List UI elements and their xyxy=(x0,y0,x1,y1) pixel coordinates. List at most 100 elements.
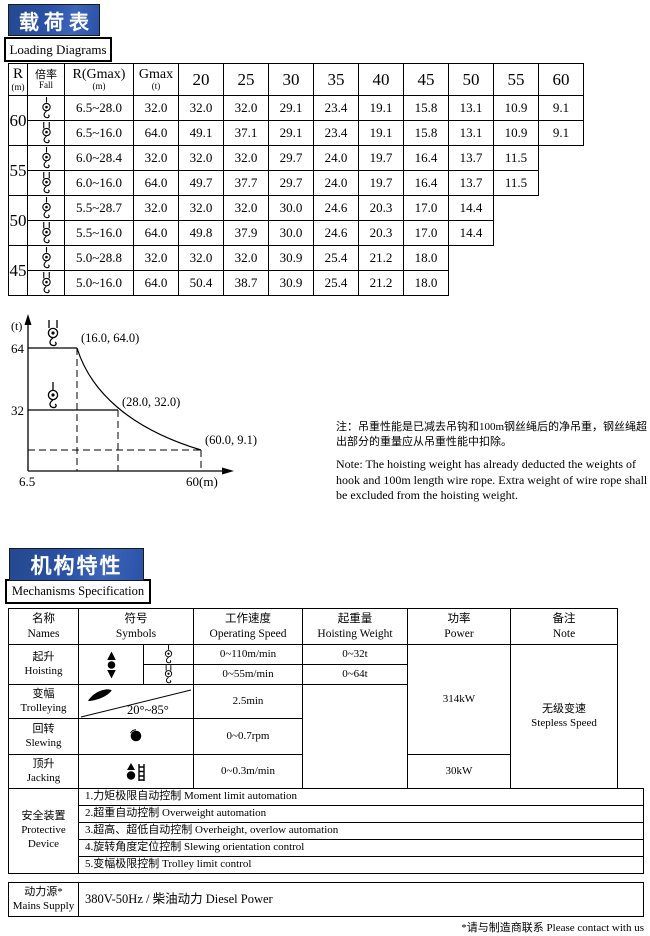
col-names: 名称 Names xyxy=(8,608,79,645)
load-value: 11.5 xyxy=(493,145,539,171)
col-speed: 工作速度 Operating Speed xyxy=(193,608,303,645)
load-value: 24.0 xyxy=(313,170,359,196)
jacking-symbol-cell xyxy=(78,754,194,789)
load-value: 19.1 xyxy=(358,95,404,121)
safety-name: 安全装置 Protective Device xyxy=(8,788,79,874)
load-value: 29.7 xyxy=(268,145,314,171)
mechanisms-table: 名称 Names 符号 Symbols 工作速度 Operating Speed 起重… xyxy=(8,608,618,789)
hoist-updown-arrow-icon xyxy=(106,651,116,678)
chart-tick-32: 32 xyxy=(11,403,24,418)
load-value: 16.4 xyxy=(403,170,449,196)
col-radius-40: 40 xyxy=(358,63,404,96)
power-main-cell: 314kW xyxy=(407,644,511,755)
col-radius-45: 45 xyxy=(403,63,449,96)
void-cell xyxy=(449,246,494,271)
jacking-name: 顶升 Jacking xyxy=(8,754,79,789)
load-value: 13.7 xyxy=(448,145,494,171)
fall-symbol-cell xyxy=(27,220,65,246)
hoisting-weight-notes: 注：吊重性能是已减去吊钩和100m钢丝绳后的净吊重，钢丝绳超出部分的重量应从吊重… xyxy=(336,420,648,503)
hoisting-double-fall-cell xyxy=(143,664,194,685)
col-rgmax: R(Gmax) (m) xyxy=(64,63,134,96)
safety-row-4: 4.旋转角度定位控制 Slewing orientation control xyxy=(9,839,644,857)
void-cell xyxy=(494,246,539,271)
load-value: 32.0 xyxy=(178,95,224,121)
load-value: 14.4 xyxy=(448,220,494,246)
void-cell xyxy=(539,271,584,296)
svg-text:20°~85°: 20°~85° xyxy=(127,703,169,717)
single-fall-hook-icon xyxy=(41,247,51,269)
fall-symbol-cell xyxy=(27,95,65,121)
hoisting-weight-2: 0~64t xyxy=(302,664,408,685)
chart-tick-64: 64 xyxy=(11,341,25,356)
col-radius-35: 35 xyxy=(313,63,359,96)
gmax-value: 64.0 xyxy=(133,270,179,296)
load-value: 32.0 xyxy=(223,95,269,121)
jacking-power: 30kW xyxy=(407,754,511,789)
load-value: 13.7 xyxy=(448,170,494,196)
note-cell: 无级变速 Stepless Speed xyxy=(510,644,618,789)
y-axis-arrow-icon xyxy=(24,314,32,325)
void-cell xyxy=(539,246,584,271)
hoisting-symbol-cell xyxy=(78,644,144,685)
loading-table: R (m) 倍率 Fall R(Gmax) (m) Gmax (t) 20 25 30 35 40 45 5… xyxy=(8,63,584,296)
load-value: 15.8 xyxy=(403,120,449,146)
mains-table: 动力源* Mains Supply 380V-50Hz / 柴油动力 Diesel… xyxy=(8,882,644,917)
radius-label: 55 xyxy=(8,145,28,196)
jacking-speed: 0~0.3m/min xyxy=(193,754,303,789)
load-value: 32.0 xyxy=(223,195,269,221)
load-value: 15.8 xyxy=(403,95,449,121)
load-value: 9.1 xyxy=(538,120,584,146)
safety-table-container: 安全装置 Protective Device 1.力矩极限自动控制 Moment l… xyxy=(8,788,644,874)
col-radius-55: 55 xyxy=(493,63,539,96)
fall-symbol-cell xyxy=(27,195,65,221)
trolleying-name: 变幅 Trolleying xyxy=(8,684,79,719)
radius-label: 45 xyxy=(8,245,28,296)
load-value: 19.7 xyxy=(358,170,404,196)
void-cell xyxy=(494,196,539,221)
void-cell xyxy=(539,196,584,221)
load-value: 37.1 xyxy=(223,120,269,146)
slewing-name: 回转 Slewing xyxy=(8,718,79,755)
fall-symbol-cell xyxy=(27,145,65,171)
loading-row-55-2: 6.0~16.0 64.0 49.7 37.7 29.7 24.0 19.7 16.4 13.7… xyxy=(9,170,584,196)
double-fall-hook-icon xyxy=(41,222,51,244)
load-value: 50.4 xyxy=(178,270,224,296)
safety-item-1: 1.力矩极限自动控制 Moment limit automation xyxy=(78,788,644,806)
section1-subtitle-text: Loading Diagrams xyxy=(9,41,107,57)
col-symbols: 符号 Symbols xyxy=(78,608,194,645)
loading-row-45-1: 45 5.0~28.8 32.0 32.0 32.0 30.9 25.4 21.2 18.0 xyxy=(8,245,584,296)
chart-y-unit: (t) xyxy=(11,319,22,333)
rgmax-range: 5.5~28.7 xyxy=(64,195,134,221)
loading-row-60-1: 60 6.5~28.0 32.0 32.0 32.0 29.1 23.4 19.1 15.8 13… xyxy=(8,95,584,146)
note-english: Note: The hoisting weight has already de… xyxy=(336,457,648,503)
safety-row-3: 3.超高、超低自动控制 Overheight, overlow automati… xyxy=(9,822,644,840)
load-value: 32.0 xyxy=(178,245,224,271)
loading-row-50-2: 5.5~16.0 64.0 49.8 37.9 30.0 24.6 20.3 17.0 14.4 xyxy=(9,220,584,246)
note-chinese: 注：吊重性能是已减去吊钩和100m钢丝绳后的净吊重，钢丝绳超出部分的重量应从吊重… xyxy=(336,421,648,449)
safety-row-5: 5.变幅极限控制 Trolley limit control xyxy=(9,856,644,874)
col-radius-60: 60 xyxy=(538,63,584,96)
capacity-curve xyxy=(76,347,202,451)
section2-title-text: 机构特性 xyxy=(30,553,123,578)
weight-empty-cell xyxy=(302,684,408,789)
contact-footnote: *请与制造商联系 Please contact with us xyxy=(461,922,644,934)
col-radius-30: 30 xyxy=(268,63,314,96)
load-value: 21.2 xyxy=(358,270,404,296)
single-fall-hook-icon xyxy=(47,382,59,409)
fall-symbol-cell xyxy=(27,170,65,196)
load-value: 30.9 xyxy=(268,270,314,296)
load-value: 32.0 xyxy=(223,245,269,271)
gmax-value: 64.0 xyxy=(133,220,179,246)
load-value: 24.6 xyxy=(313,195,359,221)
load-value: 10.9 xyxy=(493,95,539,121)
col-radius-20: 20 xyxy=(178,63,224,96)
load-value: 10.9 xyxy=(493,120,539,146)
safety-item-3: 3.超高、超低自动控制 Overheight, overlow automati… xyxy=(78,822,644,840)
col-note: 备注 Note xyxy=(510,608,618,645)
chart-tick-60m: 60(m) xyxy=(186,474,218,489)
safety-item-5: 5.变幅极限控制 Trolley limit control xyxy=(78,856,644,874)
mains-name: 动力源* Mains Supply xyxy=(8,882,79,917)
load-value: 13.1 xyxy=(448,120,494,146)
double-fall-hook-icon xyxy=(41,122,51,144)
col-radius-50: 50 xyxy=(448,63,494,96)
